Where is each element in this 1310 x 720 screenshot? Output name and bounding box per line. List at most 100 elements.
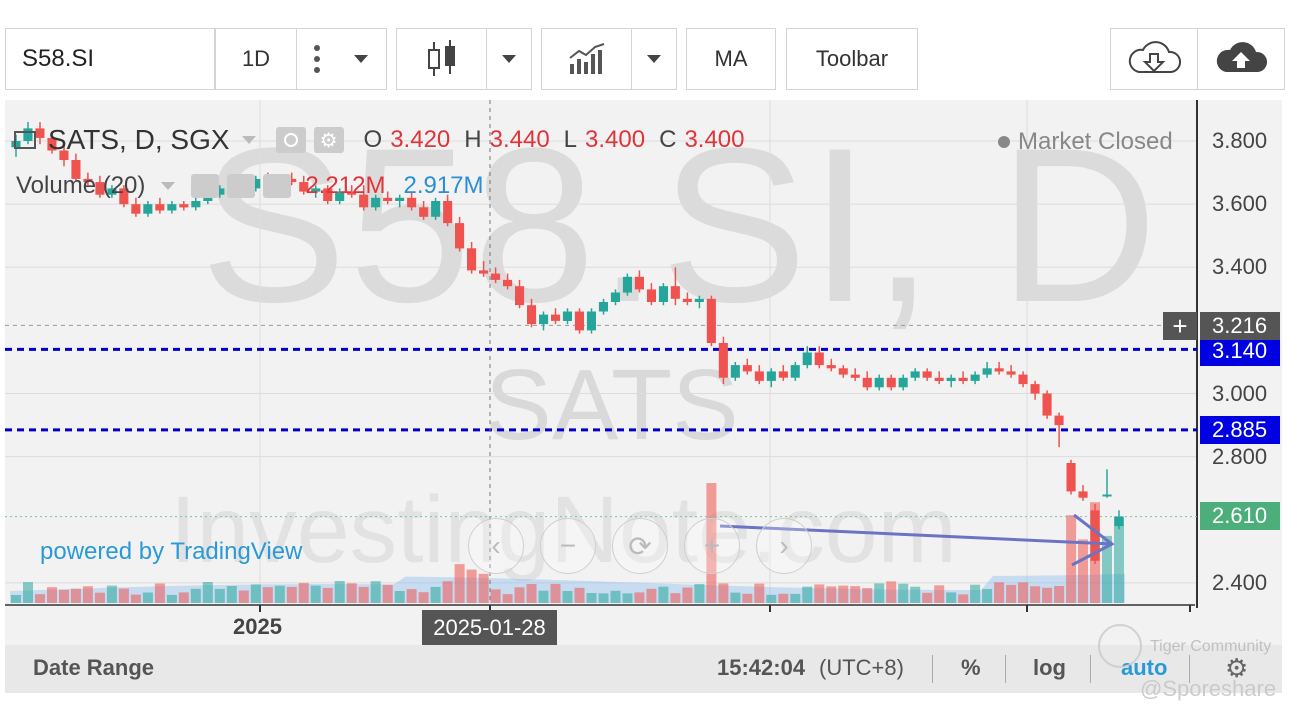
candle-body: [431, 201, 441, 217]
candle-body: [191, 201, 201, 208]
volume-bar: [490, 589, 501, 603]
chevron-down-icon[interactable]: [241, 136, 256, 144]
volume-bar: [694, 584, 705, 603]
chart-settings-gear-icon[interactable]: ⚙: [1225, 653, 1249, 683]
candle-body: [359, 194, 369, 208]
candle-body: [718, 343, 728, 378]
chart-type-dropdown-button[interactable]: [487, 55, 531, 63]
volume-eye-icon[interactable]: [191, 174, 220, 198]
scroll-right-button[interactable]: ›: [756, 518, 812, 574]
volume-close-icon[interactable]: [263, 174, 292, 198]
timezone-button[interactable]: (UTC+8): [819, 655, 904, 680]
candle-body: [778, 371, 788, 378]
volume-bar: [442, 581, 453, 603]
price-tick-label: 3.600: [1212, 191, 1268, 217]
interval-button[interactable]: 1D: [216, 46, 296, 72]
volume-legend: Volume (20) 2.212M 2.917M: [16, 172, 484, 200]
candle-body: [934, 377, 944, 381]
interval-dropdown-button[interactable]: [337, 55, 385, 63]
volume-bar: [418, 592, 429, 603]
zoom-out-button[interactable]: −: [540, 518, 596, 574]
candle-body: [347, 191, 357, 195]
candle-body: [251, 178, 261, 189]
volume-bar: [646, 588, 657, 603]
chart-type-button[interactable]: [397, 38, 486, 80]
volume-bar: [478, 573, 489, 603]
volume-bar: [1102, 535, 1112, 603]
volume-bar: [106, 585, 117, 603]
powered-by-link[interactable]: powered by TradingView: [40, 538, 303, 565]
interval-group: 1D: [215, 28, 387, 90]
open-label: O: [363, 126, 383, 153]
crosshair-add-button[interactable]: +: [1163, 312, 1197, 340]
clock-time: 15:42:04: [717, 655, 806, 680]
candle-body: [946, 377, 956, 381]
volume-bar: [382, 584, 393, 603]
percent-toggle[interactable]: %: [961, 655, 981, 680]
volume-bar: [214, 588, 225, 603]
volume-bar: [562, 591, 573, 603]
volume-bar: [634, 592, 645, 603]
volume-bar: [814, 584, 825, 603]
watermark-name: SATS: [485, 349, 739, 461]
volume-bar: [538, 590, 549, 603]
volume-bar: [454, 564, 465, 603]
volume-bar: [526, 584, 537, 603]
volume-bar: [1042, 587, 1053, 603]
volume-bar: [430, 586, 441, 603]
volume-bar: [838, 585, 849, 603]
symbol-box[interactable]: S58.SI: [5, 28, 215, 90]
date-range-button[interactable]: Date Range: [33, 655, 155, 680]
reset-button[interactable]: ⟳: [612, 518, 668, 574]
volume-bar: [47, 587, 57, 603]
more-options-button[interactable]: [297, 29, 337, 89]
candle-body: [838, 368, 848, 375]
status-dot-icon: [998, 136, 1010, 148]
candle-body: [802, 352, 812, 366]
chevron-down-icon: [354, 55, 368, 63]
candle-body: [922, 371, 932, 378]
indicators-dropdown-button[interactable]: [632, 55, 676, 63]
candle-body: [1054, 415, 1064, 426]
scroll-left-button[interactable]: ‹: [468, 518, 524, 574]
cloud-download-button[interactable]: [1111, 40, 1197, 78]
volume-bar: [11, 595, 21, 603]
volume-bar: [190, 588, 201, 603]
volume-bar: [982, 589, 993, 603]
candle-body: [479, 270, 489, 274]
toolbar-button[interactable]: Toolbar: [786, 28, 918, 90]
volume-bar: [178, 592, 189, 603]
price-tick-label: 3.400: [1212, 254, 1268, 280]
volume-bar: [23, 582, 33, 603]
volume-bar: [202, 582, 213, 603]
indicators-button[interactable]: [542, 42, 631, 76]
volume-value: 2.212M: [305, 172, 386, 199]
candle-body: [419, 207, 429, 217]
candle-body: [311, 188, 321, 192]
vertical-dots-icon: [314, 45, 320, 73]
cloud-download-icon: [1128, 41, 1181, 73]
ma-button[interactable]: MA: [686, 28, 776, 90]
chevron-down-icon[interactable]: [161, 182, 176, 190]
price-axis[interactable]: 3.800 3.600 3.400 3.000 2.800 2.400: [1198, 100, 1282, 610]
divider: [296, 29, 297, 89]
cloud-upload-button[interactable]: [1198, 40, 1284, 78]
candle-body: [766, 371, 776, 381]
candle-body: [371, 197, 381, 208]
series-toggle-icon[interactable]: [14, 131, 36, 149]
candle-body: [1090, 510, 1100, 561]
volume-bar: [166, 594, 177, 603]
log-toggle[interactable]: log: [1033, 655, 1066, 680]
gear-icon[interactable]: ⚙: [313, 127, 344, 153]
volume-gear-icon[interactable]: [227, 174, 256, 198]
candle-body: [694, 298, 704, 302]
last-price-label: 2.610: [1200, 502, 1280, 530]
candle-body: [814, 352, 824, 366]
volume-bar: [574, 587, 585, 603]
eye-icon[interactable]: [275, 127, 306, 153]
zoom-in-button[interactable]: +: [684, 518, 740, 574]
volume-bar: [334, 581, 345, 603]
candle-body: [467, 248, 477, 271]
volume-bar: [274, 585, 285, 603]
